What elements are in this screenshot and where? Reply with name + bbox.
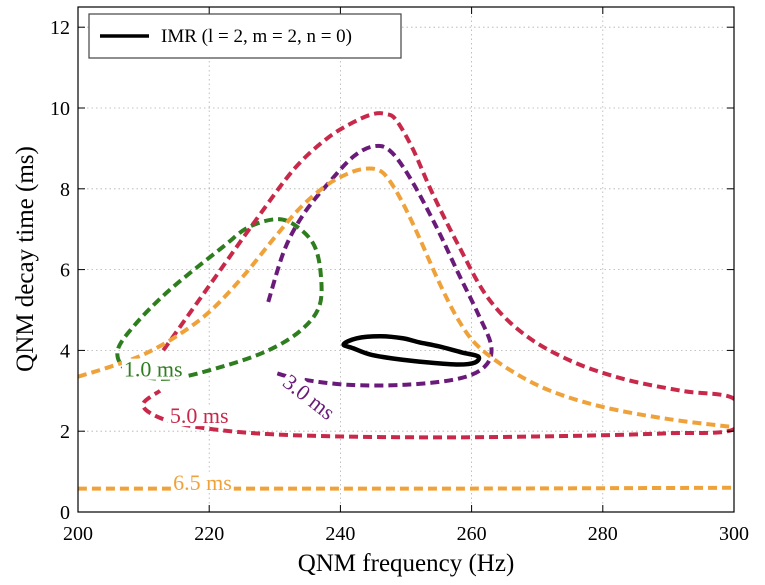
x-tick-label: 200 [63,523,93,545]
plot-frame [77,6,735,513]
contour-label-bg-1-0-ms [121,358,185,380]
contour-label-6-5-ms: 6.5 ms [173,470,232,495]
y-tick-label: 12 [50,17,70,39]
contour-label-bg-3-0-ms [277,369,341,425]
series-5-0-ms [141,111,734,440]
y-axis-label: QNM decay time (ms) [12,146,39,372]
x-tick-label: 240 [325,523,355,545]
y-tick-label: 2 [60,421,70,443]
x-tick-label: 280 [588,523,618,545]
series-group [78,111,734,491]
y-tick-label: 10 [50,98,70,120]
series-imr-l-2-m-2-n-0 [341,334,482,367]
contour-label-1-0-ms: 1.0 ms [124,357,183,382]
contour-labels: 1.0 ms 3.0 ms5.0 ms6.5 ms [121,357,341,495]
y-tick-label: 6 [60,260,70,282]
y-tick-label: 4 [60,340,70,362]
series-6-5-ms [78,166,734,430]
contour-label-bg-6-5-ms [171,471,234,493]
x-axis-label: QNM frequency (Hz) [298,550,515,577]
y-tick-label: 8 [60,179,70,201]
contour-label-5-0-ms: 5.0 ms [170,403,229,428]
axis-ticks: 200 220 240 260 280 300 0 2 4 6 8 10 12 [50,7,749,545]
x-tick-label: 260 [457,523,487,545]
legend: IMR (l = 2, m = 2, n = 0) [88,13,402,59]
x-tick-label: 300 [719,523,749,545]
plot-background [78,7,734,512]
series-1-0-ms [115,217,324,381]
legend-label-imr: IMR (l = 2, m = 2, n = 0) [161,26,352,47]
series-6-5-ms-floor [78,485,734,491]
y-tick-label: 0 [60,502,70,524]
x-tick-label: 220 [194,523,224,545]
contour-label-bg-5-0-ms [167,405,231,427]
